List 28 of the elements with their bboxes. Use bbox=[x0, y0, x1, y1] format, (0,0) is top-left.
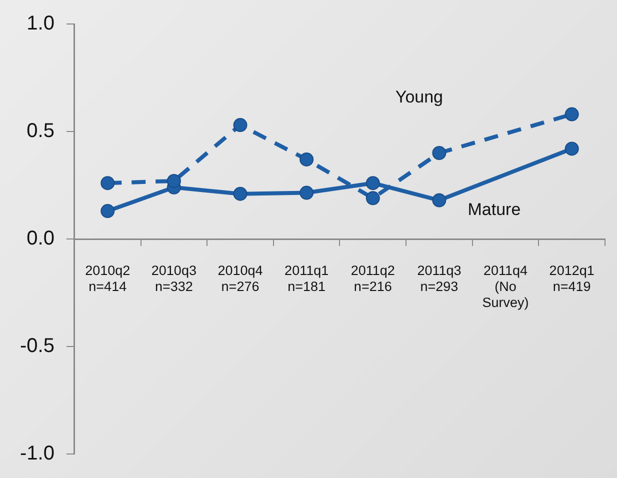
point bbox=[166, 174, 181, 188]
point bbox=[300, 186, 314, 200]
x-tick-label: 2010q2 n=414 bbox=[85, 262, 130, 294]
x-tick-label: 2010q3 n=332 bbox=[151, 262, 196, 294]
point bbox=[564, 142, 579, 156]
x-tick-label: 2011q4 (No Survey) bbox=[482, 262, 529, 310]
x-tick-label: 2011q2 n=216 bbox=[350, 262, 395, 294]
point bbox=[100, 176, 115, 190]
y-tick-label: 0.5 bbox=[26, 120, 54, 142]
point bbox=[233, 118, 248, 132]
point bbox=[366, 176, 380, 190]
y-tick-label: 0.0 bbox=[26, 228, 54, 250]
x-tick-label: 2012q1 n=419 bbox=[549, 262, 594, 294]
point bbox=[564, 107, 579, 122]
series-label: Mature bbox=[468, 200, 521, 219]
x-tick-label: 2011q3 n=293 bbox=[417, 262, 462, 294]
x-tick-label: 2010q4 n=276 bbox=[218, 262, 264, 294]
y-tick-label: -1.0 bbox=[20, 442, 54, 465]
point bbox=[300, 152, 314, 166]
point bbox=[366, 191, 380, 206]
y-tick-label: -0.5 bbox=[20, 335, 54, 358]
x-tick-label: 2011q1 n=181 bbox=[284, 262, 329, 294]
y-tick-label: 1.0 bbox=[26, 12, 54, 35]
point bbox=[432, 146, 446, 160]
point bbox=[432, 193, 446, 208]
point bbox=[233, 186, 248, 201]
point bbox=[100, 204, 115, 218]
text: Young bbox=[395, 88, 444, 107]
